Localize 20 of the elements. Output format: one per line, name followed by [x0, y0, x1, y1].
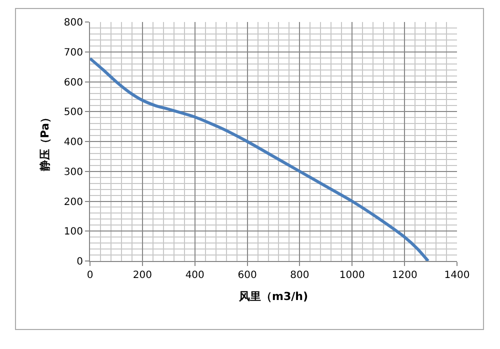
line-series — [90, 56, 430, 261]
x-tick-label: 400 — [185, 270, 204, 281]
x-tick-label: 600 — [238, 270, 257, 281]
y-tick-label: 400 — [64, 137, 83, 148]
x-tick-label: 1000 — [339, 270, 365, 281]
x-tick-label: 1200 — [392, 270, 418, 281]
y-tick-label: 800 — [64, 18, 83, 28]
y-tick-label: 600 — [64, 77, 83, 88]
y-tick-label: 500 — [64, 107, 83, 118]
y-axis-title: 静压（Pa） — [38, 112, 52, 172]
x-tick-label: 1400 — [444, 270, 470, 281]
y-tick-label: 300 — [64, 166, 83, 178]
y-tick-label: 100 — [64, 226, 83, 238]
y-tick-label: 700 — [64, 47, 83, 58]
x-axis-title: 风里（m3/h) — [238, 290, 308, 304]
x-tick-label: 200 — [132, 270, 152, 281]
y-tick-label: 200 — [64, 196, 83, 208]
x-tick-label: 800 — [290, 270, 310, 281]
y-tick-label: 0 — [76, 256, 83, 268]
x-tick-label: 0 — [86, 270, 94, 281]
